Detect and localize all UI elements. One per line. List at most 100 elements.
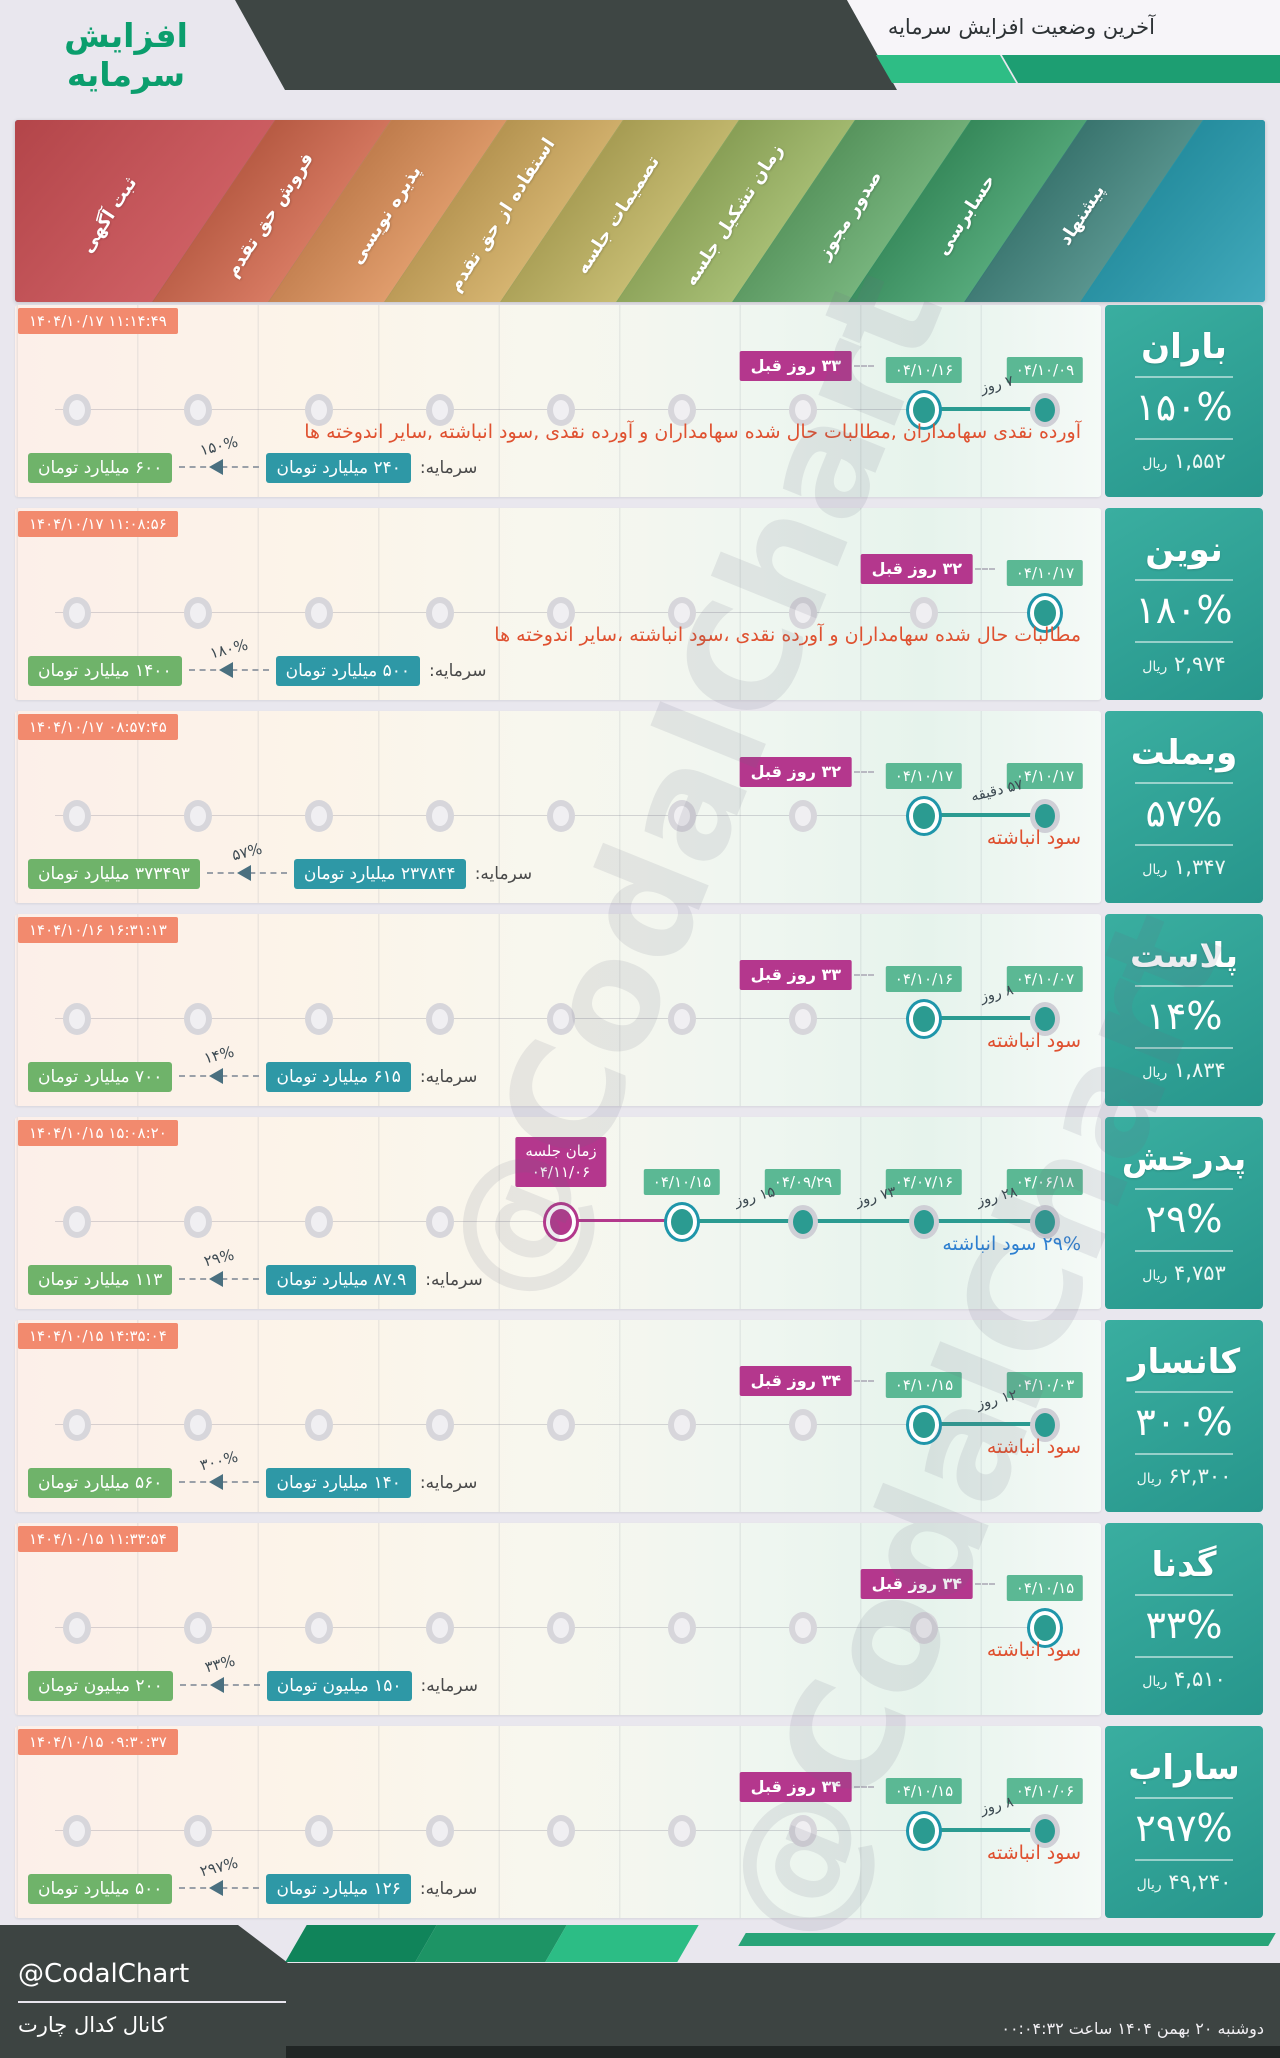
timeline-segment (924, 1016, 1045, 1020)
arrow-left-icon (209, 1677, 224, 1693)
arrow-left-icon (209, 1880, 224, 1896)
stage-dot-inactive (184, 597, 212, 629)
stage-dot-inactive (789, 394, 817, 426)
share-price-value: ۲,۹۷۴ (1174, 651, 1226, 676)
stage-dot-inactive (910, 1612, 938, 1644)
stage-dot-current (909, 1408, 939, 1442)
gap-duration-label: ۷۳ روز (853, 1184, 898, 1210)
increase-percent: ۲۹۷% (1135, 1805, 1233, 1850)
capital-label: سرمایه: (419, 1067, 478, 1087)
arrow-left-icon (236, 865, 251, 881)
publish-timestamp-badge: ۱۴۰۴/۱۰/۱۷ ۰۸:۵۷:۴۵ (18, 714, 178, 740)
share-price: ۱,۵۵۲ ریال (1142, 449, 1226, 473)
stage-ribbon-stripes: ثبت آگهی فروش حق تقدم پذیره نویسی استفاده ا… (15, 120, 1265, 302)
company-name: باران (1141, 327, 1227, 368)
capital-change-group: ۷۰۰ میلیارد تومان ۱۴% ۶۱۵ میلیارد تومان سرم… (28, 1043, 478, 1094)
capital-arrow: ۱۸۰% (187, 636, 271, 688)
new-capital-badge: ۲۰۰ میلیون تومان (28, 1671, 173, 1701)
company-row: ۱۴۰۴/۱۰/۱۵ ۰۹:۳۰:۳۷ ۰۴/۱۰/۰۶ ۰۴/۱۰/۱۵ ۳۴ رو… (15, 1726, 1265, 1918)
stage-date-badge: ۰۴/۱۰/۰۷ (1006, 966, 1084, 992)
stage-dot-inactive (63, 1003, 91, 1035)
increase-percent: ۱۵۰% (1135, 384, 1233, 429)
channel-handle: @CodalChart (18, 1959, 190, 1989)
page-header: آخرین وضعیت افزایش سرمایه افزایش سرمایه (0, 0, 1280, 94)
footer-accent-mid-green (415, 1925, 567, 1962)
timeline-card: ۱۴۰۴/۱۰/۱۵ ۱۴:۳۵:۰۴ ۰۴/۱۰/۰۳ ۰۴/۱۰/۱۵ ۳۴ رو… (15, 1320, 1101, 1512)
capital-change-group: ۳۷۳۴۹۳ میلیارد تومان ۵۷% ۲۳۷۸۴۴ میلیارد تو… (28, 840, 532, 891)
timeline-segment (924, 1828, 1045, 1832)
capital-increase-percent: ۵۷% (229, 839, 264, 865)
stage-dot-inactive (184, 1815, 212, 1847)
panel-divider (1135, 1249, 1233, 1252)
capital-increase-percent: ۱۸۰% (207, 635, 250, 663)
capital-change-group: ۲۰۰ میلیون تومان ۳۳% ۱۵۰ میلیون تومان سرمای… (28, 1652, 478, 1703)
increase-percent: ۱۸۰% (1135, 587, 1233, 632)
increase-source-description: سود انباشته (986, 1030, 1081, 1052)
timeline-segment-meeting (561, 1219, 682, 1222)
stage-date-badge: ۰۴/۱۰/۱۷ (1006, 763, 1084, 789)
stage-dot-inactive (547, 800, 575, 832)
stage-dot-inactive (305, 800, 333, 832)
company-panel: باران ۱۵۰% ۱,۵۵۲ ریال (1105, 305, 1263, 497)
days-ago-badge: ۳۴ روز قبل (860, 1569, 973, 1599)
old-capital-badge: ۱۴۰ میلیارد تومان (266, 1468, 411, 1498)
ago-connector-dashes (854, 1380, 874, 1382)
channel-name: کانال کدال چارت (18, 2013, 167, 2037)
rial-unit-label: ریال (1142, 455, 1168, 472)
company-name: وبملت (1130, 733, 1238, 774)
capital-increase-percent: ۱۴% (202, 1042, 237, 1068)
increase-source-description: ۲۹% سود انباشته (942, 1233, 1081, 1255)
capital-arrow: ۳۳% (178, 1652, 262, 1703)
new-capital-badge: ۶۰۰ میلیارد تومان (28, 453, 173, 483)
stage-dot-inactive (305, 1409, 333, 1441)
panel-divider (1135, 375, 1233, 378)
days-ago-badge: ۳۲ روز قبل (739, 757, 852, 787)
meeting-label: زمان جلسه (525, 1142, 597, 1160)
old-capital-badge: ۱۲۶ میلیارد تومان (266, 1874, 411, 1904)
arrow-left-icon (209, 1271, 224, 1287)
capital-arrow: ۲۹۷% (177, 1854, 261, 1906)
stage-dot-current (1030, 1611, 1060, 1645)
panel-divider (1135, 1593, 1233, 1596)
arrow-left-icon (209, 1068, 224, 1084)
company-panel: کانسار ۳۰۰% ۶۲,۳۰۰ ریال (1105, 1320, 1263, 1512)
gap-duration-label: ۱۲ روز (974, 1387, 1019, 1413)
stage-dot-current (909, 1002, 939, 1036)
ago-connector-dashes (854, 974, 874, 976)
stage-dot-inactive (547, 1815, 575, 1847)
stage-dot-inactive (668, 800, 696, 832)
stage-dot-inactive (426, 800, 454, 832)
capital-change-group: ۶۰۰ میلیارد تومان ۱۵۰% ۲۴۰ میلیارد تومان سر… (28, 433, 477, 485)
stage-dot-inactive (63, 394, 91, 426)
capital-increase-percent: ۳۳% (202, 1651, 237, 1677)
company-panel: نوین ۱۸۰% ۲,۹۷۴ ریال (1105, 508, 1263, 700)
panel-divider (1135, 578, 1233, 581)
stage-date-badge: ۰۴/۱۰/۱۵ (885, 1372, 963, 1398)
publish-timestamp-badge: ۱۴۰۴/۱۰/۱۶ ۱۶:۳۱:۱۳ (18, 917, 178, 943)
stage-dot-done (1030, 1002, 1060, 1036)
increase-percent: ۳۰۰% (1135, 1399, 1233, 1444)
stage-dot-inactive (426, 1206, 454, 1238)
stage-dot-inactive (184, 800, 212, 832)
stage-dot-inactive (63, 1612, 91, 1644)
stage-date-badge: ۰۴/۱۰/۱۵ (885, 1778, 963, 1804)
arrow-left-icon (218, 662, 233, 678)
publish-timestamp-badge: ۱۴۰۴/۱۰/۱۷ ۱۱:۱۴:۴۹ (18, 308, 178, 334)
panel-divider (1135, 984, 1233, 987)
stage-date-badge: ۰۴/۱۰/۰۹ (1006, 357, 1084, 383)
company-row: ۱۴۰۴/۱۰/۱۷ ۱۱:۱۴:۴۹ ۰۴/۱۰/۰۹ ۰۴/۱۰/۱۶ ۳۳ رو… (15, 305, 1265, 497)
share-price: ۴۹,۲۴۰ ریال (1137, 1870, 1232, 1894)
panel-divider (1135, 1390, 1233, 1393)
panel-divider (1135, 437, 1233, 440)
timeline-card: ۱۴۰۴/۱۰/۱۷ ۱۱:۰۸:۵۶ ۰۴/۱۰/۱۷ ۳۲ روز قبل مطا… (15, 508, 1101, 700)
rial-unit-label: ریال (1142, 861, 1168, 878)
stage-dot-inactive (789, 1815, 817, 1847)
panel-divider (1135, 781, 1233, 784)
panel-divider (1135, 1046, 1233, 1049)
timeline-card: ۱۴۰۴/۱۰/۱۶ ۱۶:۳۱:۱۳ ۰۴/۱۰/۰۷ ۰۴/۱۰/۱۶ ۳۳ رو… (15, 914, 1101, 1106)
new-capital-badge: ۱۱۳ میلیارد تومان (28, 1265, 173, 1295)
old-capital-badge: ۲۳۷۸۴۴ میلیارد تومان (293, 859, 466, 889)
stage-dot-inactive (184, 1612, 212, 1644)
stage-dot-inactive (547, 1003, 575, 1035)
